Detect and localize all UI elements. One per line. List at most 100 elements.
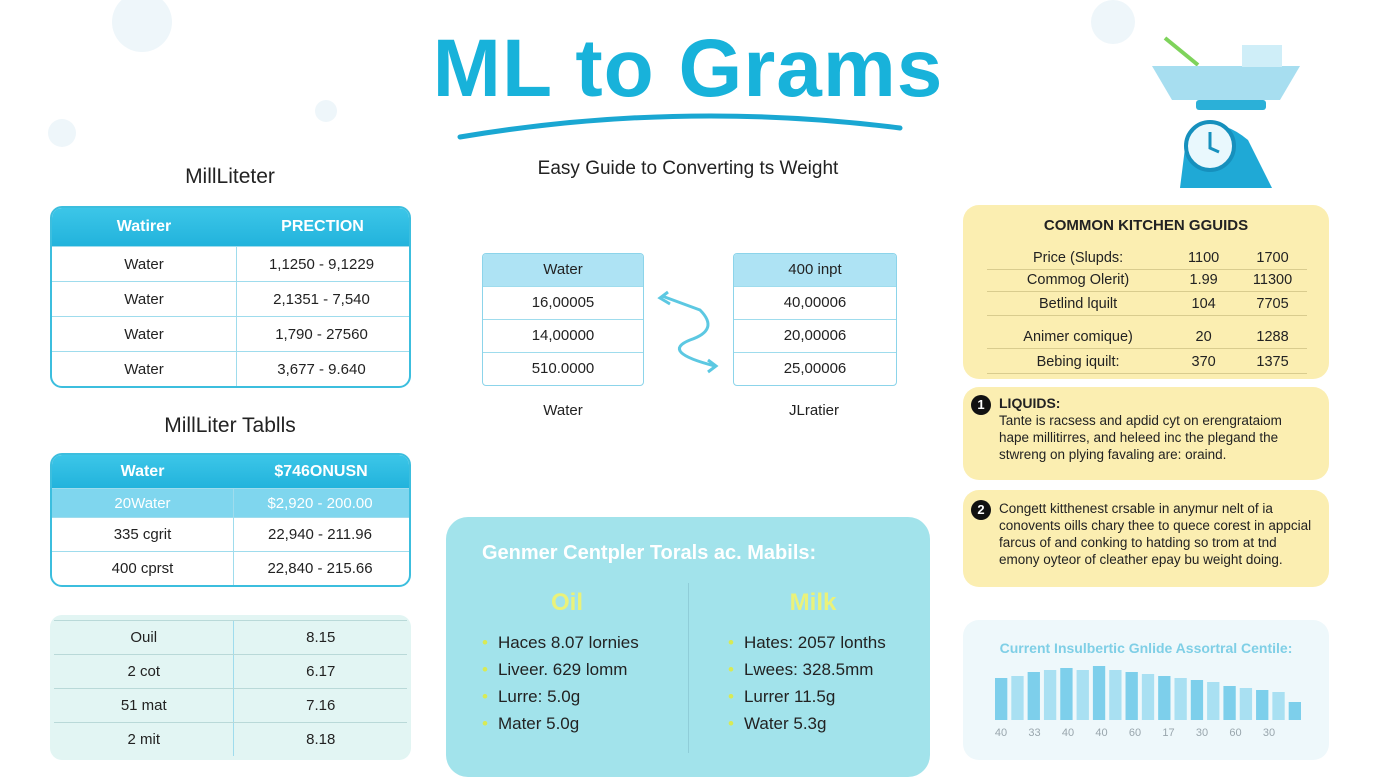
caption: Water	[543, 402, 583, 419]
table-row: 2 mit 8.18	[54, 722, 407, 756]
table-row: Water 1,1250 - 9,1229	[52, 246, 409, 281]
table-heading: MillLiter Tablls	[164, 414, 296, 437]
cell: 7.16	[233, 689, 407, 722]
convert-header: Water	[483, 254, 643, 286]
cell: 22,840 - 215.66	[233, 552, 406, 585]
note-text: Congett kitthenest crsable in anymur nel…	[999, 501, 1312, 567]
bar	[1256, 690, 1269, 720]
cell: 20Water	[114, 494, 171, 512]
page-title: ML to Grams	[432, 23, 944, 114]
cell: Water	[124, 290, 164, 308]
note-text: Tante is racsess and apdid cyt on erengr…	[999, 413, 1282, 462]
axis-label: 40	[1095, 727, 1107, 739]
table-row: Water 3,677 - 9.640	[52, 351, 409, 386]
bar	[1141, 674, 1155, 720]
table-row: Water 1,790 - 27560	[52, 316, 409, 351]
kitchen-row: Bebing iquilt: 370 1375	[987, 351, 1307, 374]
note: 2 Congett kitthenest crsable in anymur ne…	[963, 490, 1329, 587]
note: 1 LIQUIDS: Tante is racsess and apdid cyt …	[963, 387, 1329, 480]
kitchen-cell: Betlind lquilt	[1038, 296, 1118, 312]
convert-table: Water 16,00005 14,00000 510.0000	[482, 253, 644, 386]
bar	[1223, 686, 1236, 720]
axis-label: 60	[1129, 727, 1141, 739]
header-row: Water $746ONUSN	[52, 455, 409, 488]
cell: 1,790 - 27560	[236, 317, 406, 351]
bar	[1011, 676, 1024, 720]
cell: 3,677 - 9.640	[236, 352, 406, 386]
convert-cell: 510.0000	[483, 352, 643, 385]
bar	[1027, 672, 1040, 720]
note-number: 2	[971, 500, 991, 520]
column-item: Liveer. 629 lomm	[482, 660, 702, 687]
mini-plot: 40 33 40 40 60 17 30 60 30	[995, 666, 1301, 739]
mini-title: Current Insulbertic Gnlide Assortral Cen…	[999, 640, 1293, 656]
note-title: LIQUIDS:	[999, 395, 1061, 411]
bar	[1207, 682, 1220, 720]
axis-label: 33	[1028, 727, 1040, 739]
header-cell: PRECTION	[281, 218, 364, 235]
mini-chart: Current Insulbertic Gnlide Assortral Cen…	[963, 620, 1329, 760]
kitchen-cell: Animer comique)	[1023, 329, 1133, 345]
cell: 1,1250 - 9,1229	[236, 247, 406, 281]
table-row: 335 cgrit 22,940 - 211.96	[52, 517, 409, 551]
note-body: Congett kitthenest crsable in anymur nel…	[999, 500, 1314, 568]
cell: 2 cot	[127, 663, 160, 680]
header-cell: $746ONUSN	[274, 462, 368, 480]
panel-title: Genmer Centpler Torals ac. Mabils:	[482, 542, 817, 564]
cell: 51 mat	[120, 697, 167, 714]
cell: 6.17	[233, 655, 407, 688]
table-row: 2 cot 6.17	[54, 654, 407, 688]
column-heading: Milk	[789, 589, 837, 616]
convert-cell: 20,00006	[734, 319, 896, 352]
divider	[688, 583, 689, 753]
bar	[1125, 672, 1138, 720]
bar	[1174, 678, 1187, 720]
kitchen-row: Commog Olerit) 1.99 11300	[987, 269, 1307, 292]
column-item: Mater 5.0g	[482, 714, 702, 741]
axis-label: 40	[995, 727, 1007, 739]
cell: 22,940 - 211.96	[233, 518, 406, 551]
cell: 8.18	[233, 723, 407, 756]
cell: 335 cgrit	[113, 526, 172, 543]
bar	[1272, 692, 1285, 720]
table-row: 400 cprst 22,840 - 215.66	[52, 551, 409, 585]
bar	[1288, 702, 1301, 720]
kitchen-row: Betlind lquilt 104 7705	[987, 293, 1307, 316]
panel: Genmer Centpler Torals ac. Mabils: Oil Ha…	[446, 517, 930, 777]
kitchen-cell: 11300	[1252, 272, 1293, 288]
bar	[1109, 670, 1122, 720]
column-item: Lurre: 5.0g	[482, 687, 702, 714]
subtitle: Easy Guide to Converting ts Weight	[537, 158, 839, 179]
axis-label: 60	[1229, 727, 1241, 739]
kitchen-cell: 104	[1191, 296, 1216, 312]
bar	[995, 678, 1008, 720]
cell: $2,920 - 200.00	[233, 489, 406, 517]
bar	[1043, 670, 1057, 720]
kitchen-cell: Price (Slupds:	[1032, 250, 1124, 266]
table: Ouil 8.15 2 cot 6.17 51 mat 7.16 2 mit 8.18	[50, 615, 411, 760]
kitchen-cell: 20	[1195, 329, 1212, 345]
convert-table: 400 inpt 40,00006 20,00006 25,00006	[733, 253, 897, 386]
kitchen-cell: 1375	[1256, 354, 1289, 370]
axis-label: 17	[1162, 727, 1174, 739]
bar	[1060, 668, 1073, 720]
column-item: Haces 8.07 lornies	[482, 633, 702, 660]
kitchen-title: COMMON KITCHEN GGUIDS	[1043, 217, 1249, 234]
cell: 2 mit	[127, 731, 160, 748]
caption: JLratier	[788, 402, 840, 419]
bar	[1239, 688, 1253, 720]
kitchen-cell: 1.99	[1189, 272, 1218, 288]
axis-label: 30	[1196, 727, 1208, 739]
kitchen-cell: Commog Olerit)	[1026, 272, 1130, 288]
column-item: Lwees: 328.5mm	[728, 660, 948, 687]
kitchen-cell: 370	[1191, 354, 1216, 370]
column-item: Water 5.3g	[728, 714, 948, 741]
column-item: Hates: 2057 lonths	[728, 633, 948, 660]
bar	[1190, 680, 1204, 720]
convert-cell: 14,00000	[483, 319, 643, 352]
table: Watirer PRECTION Water 1,1250 - 9,1229 Water…	[50, 206, 411, 388]
axis-label: 40	[1062, 727, 1074, 739]
cell: Ouil	[130, 629, 158, 646]
convert-header: 400 inpt	[734, 254, 896, 286]
